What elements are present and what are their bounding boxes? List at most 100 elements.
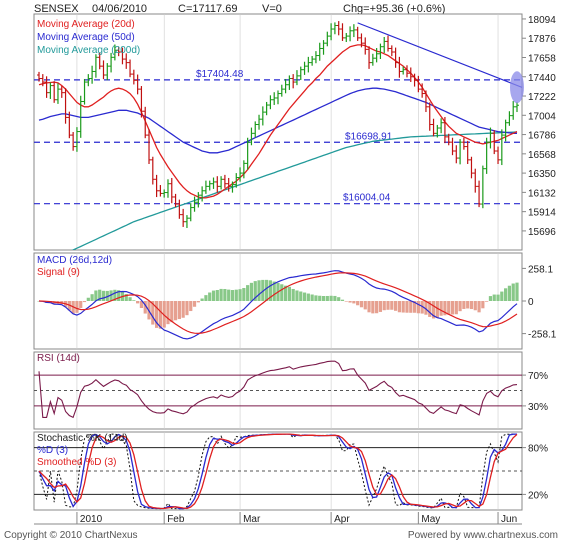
macd-histogram-bar: [344, 301, 348, 302]
macd-histogram-bar: [136, 301, 140, 304]
macd-histogram-bar: [469, 301, 474, 310]
macd-histogram-bar: [139, 301, 144, 309]
macd-histogram-bar: [485, 301, 489, 302]
macd-y-tick-label: 258.1: [528, 264, 553, 275]
ma200-line: [71, 131, 518, 250]
stoch-smoothed-d-line: [38, 433, 518, 510]
macd-histogram-bar: [200, 298, 204, 301]
macd-histogram-bar: [52, 301, 56, 305]
macd-histogram-bar: [458, 301, 462, 312]
macd-histogram-bar: [378, 301, 383, 312]
macd-histogram-bar: [405, 301, 409, 313]
macd-histogram-bar: [117, 290, 121, 301]
macd-histogram-bar: [310, 294, 314, 301]
highlight-ellipse: [510, 71, 524, 104]
stoch-smooth-legend: Smoothed %D (3): [37, 457, 116, 468]
macd-histogram-bar: [253, 281, 257, 301]
macd-histogram-bar: [500, 291, 504, 301]
copyright-text: Copyright © 2010 ChartNexus: [4, 530, 138, 541]
price-y-tick-label: 18094: [528, 15, 556, 26]
price-panel-frame: [33, 13, 523, 251]
macd-y-tick-label: 0: [528, 297, 534, 308]
macd-histogram-bar: [265, 279, 269, 301]
macd-histogram-bar: [462, 301, 466, 309]
macd-histogram-bar: [416, 301, 420, 314]
price-y-tick-label: 16132: [528, 188, 556, 199]
macd-histogram-bar: [321, 296, 326, 301]
macd-histogram-bar: [492, 294, 496, 301]
macd-histogram-bar: [166, 301, 170, 325]
macd-histogram-bar: [151, 301, 155, 325]
legend-ma20: Moving Average (20d): [37, 19, 135, 30]
price-y-tick-label: 16350: [528, 169, 556, 180]
macd-histogram-bar: [394, 301, 398, 311]
macd-histogram-bar: [177, 301, 181, 320]
price-y-tick-label: 17658: [528, 53, 556, 64]
macd-histogram-bar: [473, 301, 477, 311]
macd-histogram-bar: [507, 285, 512, 301]
x-tick-label: Mar: [243, 514, 261, 525]
macd-histogram-bar: [230, 290, 235, 301]
macd-histogram-bar: [98, 289, 102, 301]
macd-histogram-bar: [356, 301, 360, 306]
macd-histogram-bar: [208, 292, 212, 301]
moving-averages: [38, 44, 518, 250]
macd-histogram-bar: [431, 301, 436, 319]
macd-histogram-bar: [367, 301, 371, 313]
macd-histogram-bar: [105, 290, 109, 301]
macd-histogram-bar: [242, 288, 246, 301]
volume-label: V=0: [262, 3, 282, 15]
change-label: Chg=+95.36 (+0.6%): [343, 3, 445, 15]
macd-histogram-bar: [314, 295, 318, 301]
macd-histogram-bar: [371, 301, 375, 314]
macd-histogram-bar: [283, 285, 288, 301]
macd-histogram-bar: [90, 294, 94, 301]
legend-ma200: Moving Average (200d): [37, 45, 140, 56]
macd-histogram-bar: [496, 294, 500, 301]
macd-histogram-bar: [439, 301, 443, 316]
macd-histogram-bar: [450, 301, 455, 315]
macd-histogram-bar: [79, 301, 83, 308]
rsi-y-tick-label: 30%: [528, 402, 548, 413]
macd-histogram-bar: [337, 297, 341, 301]
macd-histogram-bar: [113, 289, 117, 301]
legend-ma50: Moving Average (50d): [37, 32, 135, 43]
price-y-tick-label: 17004: [528, 111, 556, 122]
macd-histogram-bar: [215, 290, 219, 301]
macd-histogram-bar: [443, 301, 447, 316]
trendline: [357, 22, 523, 88]
macd-histogram-bar: [268, 280, 273, 301]
macd-histogram-bar: [124, 294, 128, 301]
macd-histogram-bar: [435, 301, 439, 318]
macd-histogram-bar: [75, 301, 79, 313]
macd-legend: MACD (26d,12d): [37, 255, 112, 266]
macd-histogram-bar: [488, 296, 493, 301]
macd-histogram-bar: [375, 301, 379, 314]
macd-histogram-bar: [515, 282, 519, 301]
stoch-d-line: [38, 433, 518, 510]
ticker-label: SENSEX: [34, 3, 79, 15]
macd-histogram-bar: [420, 301, 424, 314]
macd-histogram-bar: [325, 295, 329, 301]
signal-line: [38, 272, 518, 335]
macd-histogram-bar: [101, 290, 106, 301]
macd-histogram-bar: [227, 289, 231, 301]
macd-histogram-bar: [295, 290, 299, 301]
macd-histogram-bar: [409, 301, 413, 313]
macd-histogram-bar: [466, 301, 470, 309]
macd-histogram-bar: [173, 301, 178, 321]
macd-histogram-bar: [272, 281, 276, 301]
rsi-line: [38, 360, 518, 419]
macd-histogram-bar: [318, 295, 322, 301]
macd-histogram-bar: [424, 301, 428, 315]
signal-legend: Signal (9): [37, 267, 80, 278]
macd-histogram-bar: [401, 301, 405, 313]
macd-histogram-bar: [280, 284, 284, 301]
macd-histogram-bar: [306, 293, 310, 301]
macd-histogram-bar: [390, 301, 394, 310]
macd-histogram-bar: [109, 290, 113, 301]
price-y-tick-label: 16568: [528, 150, 556, 161]
macd-histogram-bar: [481, 301, 485, 309]
macd-histogram-bar: [211, 290, 216, 301]
